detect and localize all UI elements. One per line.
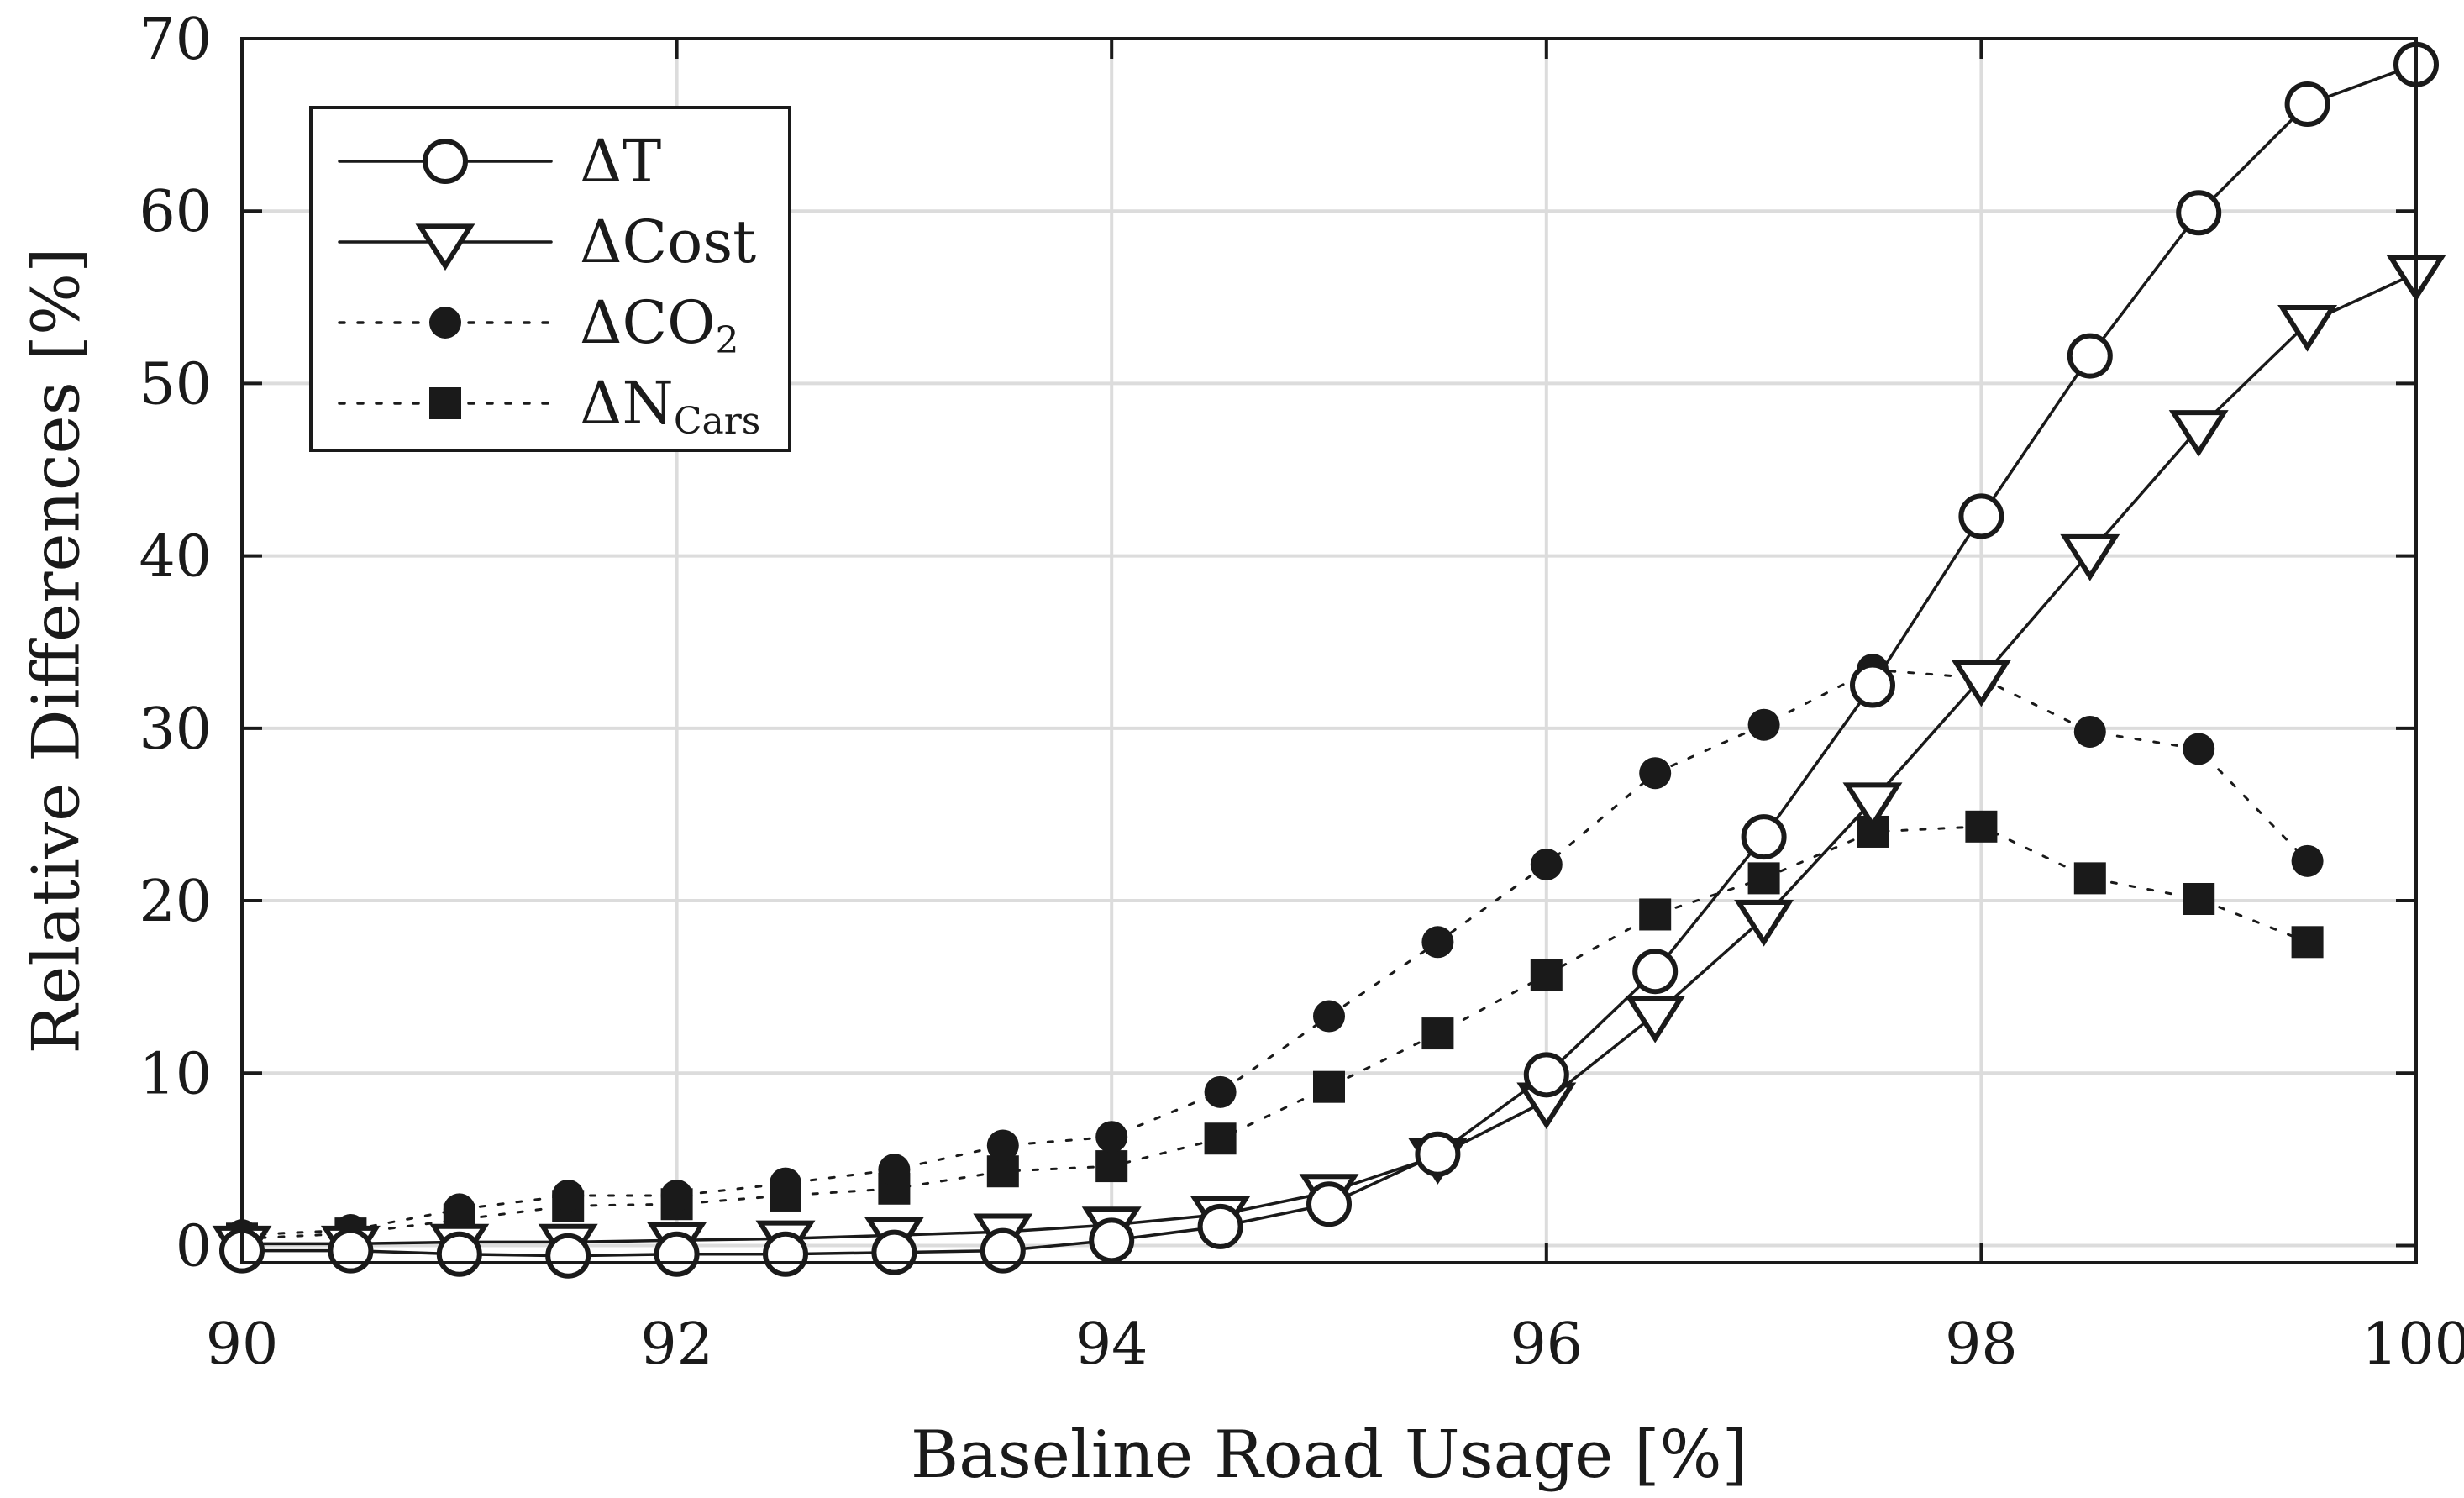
series-ncars [226,810,2324,1255]
data-point-co2 [443,1193,475,1226]
data-point-ncars [1095,1150,1128,1183]
data-point-t [980,1227,1026,1274]
x-tick-label: 94 [1075,1311,1148,1378]
data-point-t [1415,1131,1461,1177]
data-point-ncars [2073,862,2106,895]
data-point-t [2176,190,2222,236]
data-point-cost [1951,660,2011,707]
data-point-t [871,1229,917,1275]
data-point-co2 [1313,1000,1345,1033]
data-point-t [763,1231,808,1277]
data-point-ncars [2291,926,2324,959]
y-axis-label: Relative Differences [%] [18,247,94,1054]
data-point-t [1523,1052,1569,1098]
legend-label: ΔCost [580,208,756,276]
legend-item-co2: ΔCO2 [338,288,739,362]
data-point-co2 [660,1179,693,1212]
data-point-cost [1734,899,1794,947]
data-point-ncars [1965,810,1998,843]
y-tick-label: 40 [139,524,212,591]
legend-label: ΔNCars [580,369,760,443]
data-point-co2 [1639,757,1672,790]
data-point-ncars [1639,898,1672,931]
data-point-co2 [2291,844,2324,877]
data-point-ncars [2183,883,2215,916]
data-point-co2 [1421,926,1454,959]
tick-labels: 90 92 94 96 98 100 0 10 20 30 40 50 60 70 [139,7,2464,1378]
y-tick-label: 70 [139,7,212,73]
data-point-t [1850,662,1895,708]
legend-item-ncars: ΔNCars [338,369,760,443]
data-point-co2 [986,1129,1019,1162]
data-point-cost [1625,996,1685,1043]
legend-marker [423,139,468,184]
y-tick-label: 10 [139,1041,212,1107]
data-point-t [654,1231,700,1277]
data-point-t [328,1227,374,1274]
data-point-co2 [1747,708,1780,741]
data-point-cost [2168,410,2229,457]
data-point-ncars [1421,1017,1454,1050]
legend-item-t: ΔT [338,127,661,196]
y-tick-label: 50 [139,351,212,418]
data-point-co2 [1095,1121,1128,1154]
data-point-co2 [1530,848,1563,880]
y-tick-label: 20 [139,869,212,935]
series-line-co2 [240,668,2309,1237]
data-point-cost [2277,304,2338,352]
x-tick-label: 96 [1510,1311,1584,1378]
data-point-co2 [878,1154,911,1186]
data-point-co2 [2073,715,2106,748]
x-tick-label: 92 [640,1311,713,1378]
data-point-co2 [1204,1075,1237,1108]
legend-box [309,106,791,452]
data-point-cost [2060,533,2120,581]
data-point-t [1741,814,1787,860]
data-point-t [1089,1217,1135,1264]
data-point-ncars [1747,862,1780,895]
series-co2 [226,654,2324,1252]
legend-marker [415,223,475,271]
x-tick-label: 98 [1945,1311,2018,1378]
data-point-ncars [1530,959,1563,991]
y-tick-label: 30 [139,696,212,763]
data-point-t [2067,333,2113,379]
x-tick-label: 90 [206,1311,279,1378]
plot-frame [240,37,2418,1264]
legend-item-cost: ΔCost [338,208,756,276]
data-point-t [1632,949,1679,995]
data-point-t [2284,81,2330,127]
y-tick-label: 60 [139,179,212,245]
data-point-co2 [552,1179,585,1212]
data-point-t [1197,1203,1243,1249]
data-point-cost [1842,782,1903,830]
data-point-t [1958,493,2004,539]
legend-label: ΔCO2 [580,288,739,362]
legend-label: ΔT [580,127,661,196]
data-point-t [436,1231,482,1277]
data-point-ncars [1313,1070,1345,1103]
data-point-co2 [2183,733,2215,765]
x-axis-label: Baseline Road Usage [%] [911,1417,1747,1493]
series-layer [212,41,2446,1279]
x-tick-label: 100 [2362,1311,2464,1378]
series-line-ncars [240,825,2309,1240]
y-tick-label: 0 [176,1213,212,1280]
data-point-co2 [770,1167,801,1200]
legend-marker [429,307,461,339]
legend-marker [429,387,461,419]
data-point-ncars [1204,1122,1237,1155]
data-point-t [1306,1181,1352,1227]
data-point-t [545,1233,591,1279]
